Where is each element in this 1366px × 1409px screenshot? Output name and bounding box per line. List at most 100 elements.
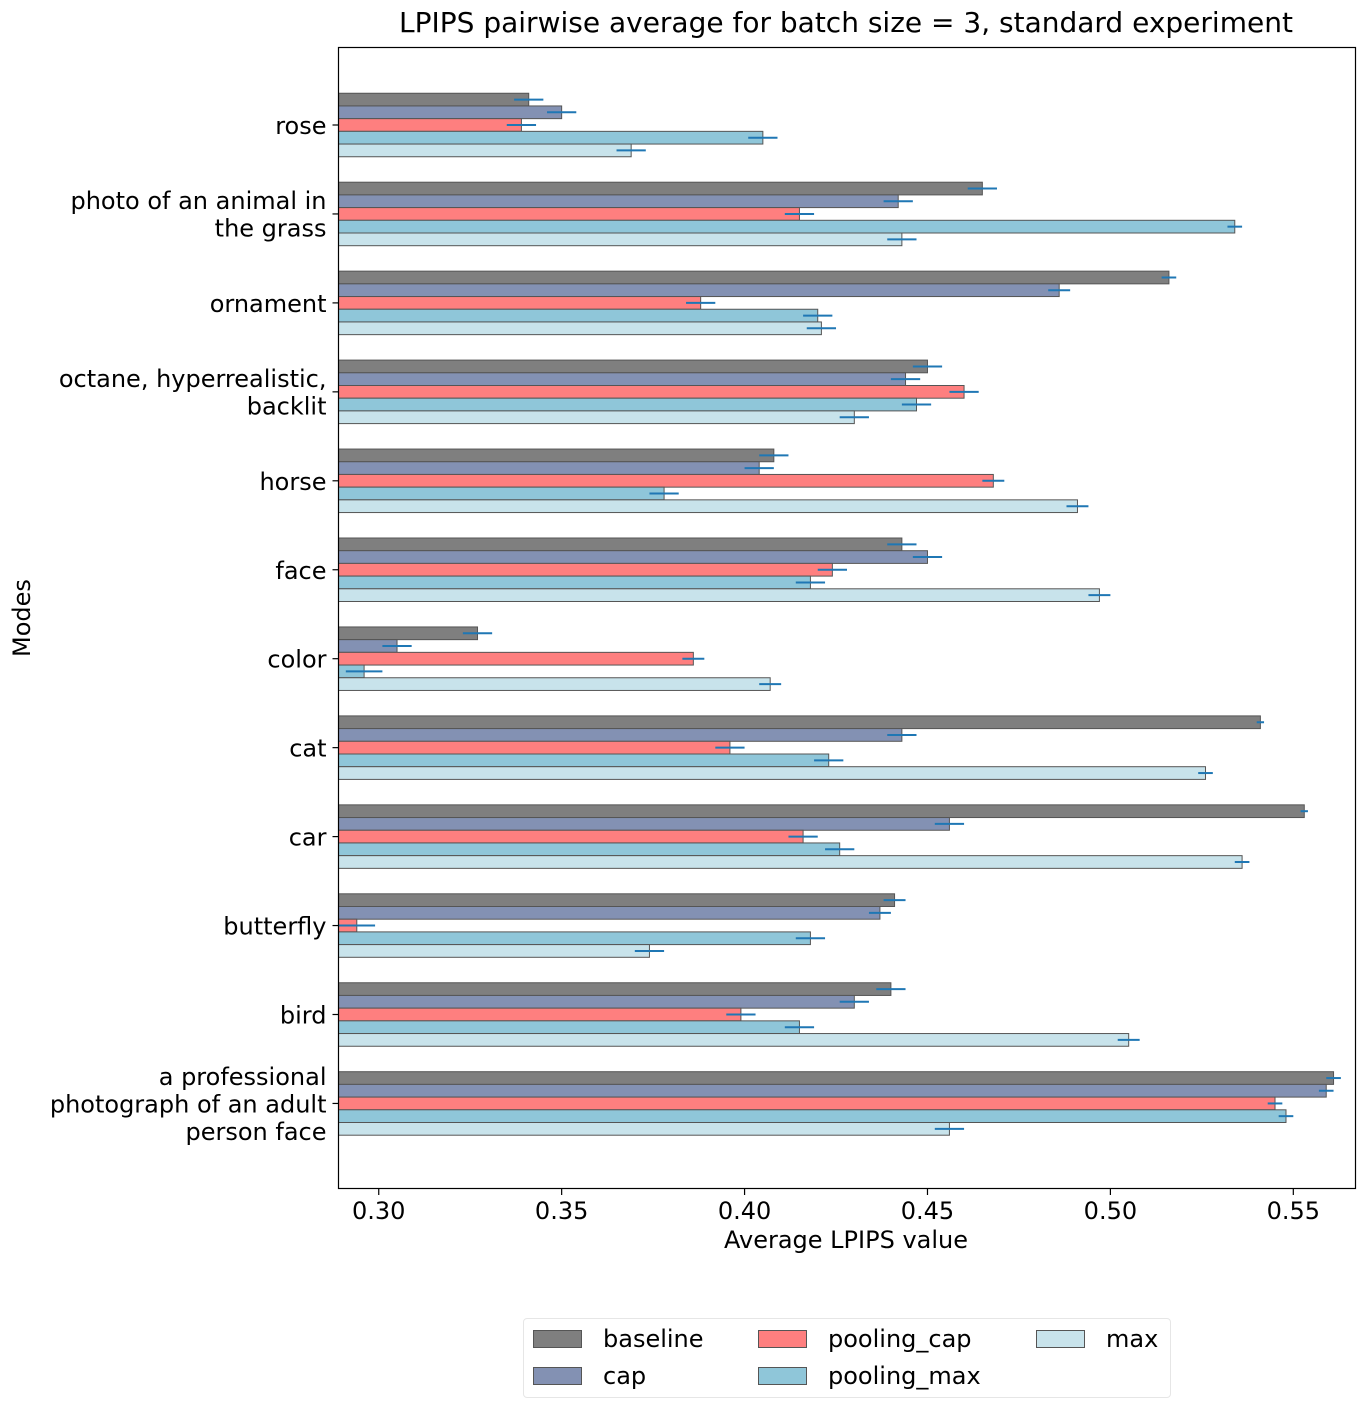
bar-a-professional-photograph-of-an-adult-person-face-pooling-max bbox=[338, 1109, 1287, 1124]
bar-photo-of-an-animal-in-the-grass-cap bbox=[338, 194, 899, 209]
bar-a-professional-photograph-of-an-adult-person-face-baseline bbox=[338, 1071, 1335, 1085]
x-axis-label: Average LPIPS value bbox=[724, 1226, 968, 1254]
bar-cat-cap bbox=[338, 728, 903, 742]
bar-rose-pooling-max bbox=[338, 130, 764, 145]
bar-butterfly-baseline bbox=[338, 893, 896, 907]
legend-label-cap: cap bbox=[603, 1362, 647, 1390]
bar-butterfly-pooling-max bbox=[338, 931, 811, 946]
legend-swatch-baseline bbox=[533, 1330, 582, 1348]
y-tick-label-octane-hyperrealistic-backlit: octane, hyperrealistic, backlit bbox=[59, 365, 327, 421]
bar-octane-hyperrealistic-backlit-baseline bbox=[338, 359, 928, 374]
bar-a-professional-photograph-of-an-adult-person-face-cap bbox=[338, 1083, 1327, 1098]
bar-photo-of-an-animal-in-the-grass-pooling-max bbox=[338, 219, 1236, 234]
y-tick-label-color: color bbox=[267, 646, 326, 674]
bar-a-professional-photograph-of-an-adult-person-face-max bbox=[338, 1122, 950, 1136]
bar-rose-max bbox=[338, 143, 632, 158]
legend-swatch-max bbox=[1036, 1330, 1085, 1348]
y-tick-label-bird: bird bbox=[280, 1002, 327, 1030]
legend-item-max: max bbox=[1036, 1324, 1158, 1354]
bar-horse-pooling-cap bbox=[338, 473, 994, 488]
bar-face-baseline bbox=[338, 537, 903, 552]
x-tick-label-0.50: 0.50 bbox=[1084, 1197, 1137, 1225]
bar-rose-cap bbox=[338, 105, 563, 120]
bar-a-professional-photograph-of-an-adult-person-face-pooling-cap bbox=[338, 1096, 1276, 1111]
legend-item-pooling-max: pooling_max bbox=[758, 1361, 981, 1391]
bar-ornament-pooling-cap bbox=[338, 296, 702, 310]
y-axis-label: Modes bbox=[8, 579, 36, 657]
y-tick-label-car: car bbox=[289, 824, 327, 852]
y-tick-label-face: face bbox=[275, 557, 326, 585]
bar-car-max bbox=[338, 855, 1243, 869]
legend-swatch-pooling-max bbox=[758, 1367, 807, 1385]
bar-bird-max bbox=[338, 1033, 1130, 1047]
bar-car-pooling-cap bbox=[338, 829, 804, 844]
bar-car-baseline bbox=[338, 804, 1305, 819]
legend-label-baseline: baseline bbox=[603, 1325, 704, 1353]
bar-ornament-cap bbox=[338, 283, 1060, 298]
y-tick-label-cat: cat bbox=[289, 735, 326, 763]
bar-butterfly-max bbox=[338, 944, 650, 958]
bar-color-pooling-cap bbox=[338, 651, 694, 666]
bar-horse-baseline bbox=[338, 448, 775, 463]
error-bars-layer bbox=[338, 98, 1341, 1130]
x-tick-label-0.35: 0.35 bbox=[535, 1197, 588, 1225]
bar-bird-baseline bbox=[338, 982, 892, 996]
bar-color-baseline bbox=[338, 626, 479, 641]
y-tick-label-ornament: ornament bbox=[210, 290, 327, 318]
legend: baseline cap pooling_cap pooling_max max bbox=[523, 1318, 1171, 1398]
bar-color-max bbox=[338, 677, 771, 691]
bar-ornament-baseline bbox=[338, 270, 1170, 285]
bar-photo-of-an-animal-in-the-grass-baseline bbox=[338, 181, 983, 196]
bar-cat-pooling-max bbox=[338, 753, 830, 768]
bar-photo-of-an-animal-in-the-grass-pooling-cap bbox=[338, 207, 800, 221]
bar-face-pooling-cap bbox=[338, 562, 833, 577]
y-tick-label-a-professional-photograph-of-an-adult-person-face: a professional photograph of an adult pers… bbox=[50, 1063, 327, 1146]
bar-bird-cap bbox=[338, 994, 855, 1009]
bar-octane-hyperrealistic-backlit-max bbox=[338, 410, 855, 425]
bar-photo-of-an-animal-in-the-grass-max bbox=[338, 232, 903, 247]
bar-face-cap bbox=[338, 550, 928, 564]
bar-face-pooling-max bbox=[338, 575, 811, 590]
bar-bird-pooling-cap bbox=[338, 1007, 742, 1022]
legend-item-baseline: baseline bbox=[533, 1324, 704, 1354]
bar-octane-hyperrealistic-backlit-cap bbox=[338, 372, 907, 386]
chart-title: LPIPS pairwise average for batch size = … bbox=[399, 6, 1293, 39]
bar-octane-hyperrealistic-backlit-pooling-cap bbox=[338, 385, 965, 399]
bar-car-pooling-max bbox=[338, 842, 841, 857]
legend-label-max: max bbox=[1106, 1325, 1159, 1353]
bar-cat-max bbox=[338, 766, 1207, 780]
bar-ornament-max bbox=[338, 321, 822, 336]
bar-bird-pooling-max bbox=[338, 1020, 800, 1035]
chart-svg: LPIPS pairwise average for batch size = … bbox=[8, 6, 1357, 1254]
bar-face-max bbox=[338, 588, 1100, 602]
legend-swatch-pooling-cap bbox=[758, 1330, 807, 1348]
y-tick-label-butterfly: butterfly bbox=[223, 913, 326, 941]
y-tick-label-horse: horse bbox=[259, 468, 326, 496]
legend-swatch-cap bbox=[533, 1367, 582, 1385]
bar-octane-hyperrealistic-backlit-pooling-max bbox=[338, 397, 918, 412]
bar-horse-pooling-max bbox=[338, 486, 665, 501]
bar-horse-cap bbox=[338, 461, 760, 475]
bar-rose-baseline bbox=[338, 92, 530, 107]
legend-label-pooling-cap: pooling_cap bbox=[828, 1325, 972, 1353]
y-tick-label-rose: rose bbox=[275, 112, 326, 140]
bar-butterfly-cap bbox=[338, 906, 881, 920]
x-tick-label-0.40: 0.40 bbox=[718, 1197, 771, 1225]
legend-item-cap: cap bbox=[533, 1361, 646, 1391]
x-axis-ticks: 0.30 0.35 0.40 0.45 0.50 0.55 bbox=[352, 1188, 1320, 1225]
bar-cat-baseline bbox=[338, 715, 1261, 730]
bar-rose-pooling-cap bbox=[338, 118, 522, 132]
x-tick-label-0.45: 0.45 bbox=[901, 1197, 954, 1225]
plot-frame bbox=[337, 46, 1357, 1190]
y-axis-ticks: rose photo of an animal in the grass orname… bbox=[50, 112, 339, 1146]
bars-layer bbox=[338, 92, 1335, 1136]
bar-horse-max bbox=[338, 499, 1078, 514]
x-tick-label-0.55: 0.55 bbox=[1267, 1197, 1320, 1225]
bar-cat-pooling-cap bbox=[338, 740, 731, 755]
bar-ornament-pooling-max bbox=[338, 308, 819, 323]
legend-item-pooling-cap: pooling_cap bbox=[758, 1324, 972, 1354]
y-tick-label-photo-of-an-animal-in-the-grass: photo of an animal in the grass bbox=[70, 187, 326, 243]
legend-label-pooling-max: pooling_max bbox=[828, 1362, 981, 1390]
bar-car-cap bbox=[338, 817, 950, 831]
